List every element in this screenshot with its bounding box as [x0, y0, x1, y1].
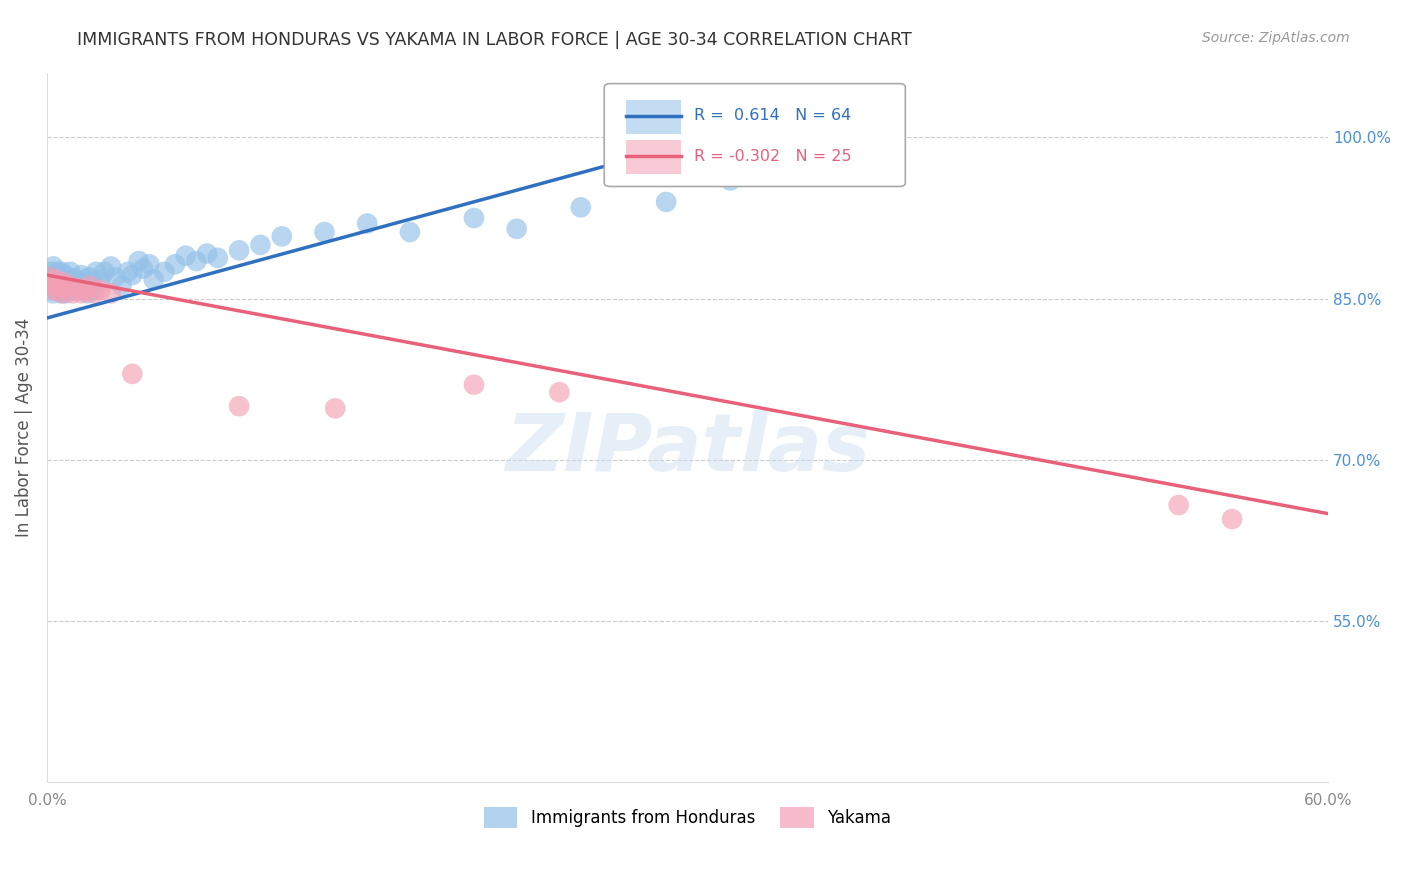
Point: [89, 272, 111, 286]
Point: [58, 278, 80, 293]
Point: [93, 265, 115, 279]
Point: [117, 265, 139, 279]
Point: [46, 278, 69, 293]
Point: [75, 283, 97, 297]
Point: [323, 401, 346, 416]
FancyBboxPatch shape: [605, 84, 905, 186]
Point: [83, 286, 105, 301]
Point: [195, 246, 218, 260]
Bar: [626, 140, 681, 174]
Text: R =  0.614   N = 64: R = 0.614 N = 64: [695, 109, 851, 123]
Point: [63, 272, 86, 286]
Point: [51, 272, 73, 286]
Text: Source: ZipAtlas.com: Source: ZipAtlas.com: [1202, 31, 1350, 45]
Point: [62, 278, 84, 293]
Point: [51, 286, 73, 301]
Point: [1220, 512, 1243, 526]
Point: [58, 283, 80, 297]
Point: [46, 278, 69, 293]
Point: [100, 260, 122, 274]
Point: [121, 367, 143, 381]
Point: [228, 399, 250, 413]
Point: [46, 276, 69, 290]
Point: [46, 265, 69, 279]
Point: [89, 283, 111, 297]
Point: [132, 261, 155, 276]
Point: [42, 260, 65, 274]
Point: [249, 238, 271, 252]
Point: [55, 276, 77, 290]
Point: [228, 244, 250, 258]
Point: [55, 286, 77, 301]
Point: [75, 272, 97, 286]
Point: [44, 283, 66, 297]
Point: [70, 268, 93, 282]
Point: [186, 254, 208, 268]
Point: [44, 268, 66, 282]
Point: [58, 270, 80, 285]
Point: [83, 283, 105, 297]
Point: [104, 270, 127, 285]
Point: [51, 265, 73, 279]
Point: [44, 272, 66, 286]
Point: [38, 270, 60, 285]
Point: [128, 254, 150, 268]
Point: [163, 257, 186, 271]
Point: [76, 286, 98, 301]
Point: [52, 276, 75, 290]
Text: R = -0.302   N = 25: R = -0.302 N = 25: [695, 149, 852, 163]
Point: [52, 268, 75, 282]
Point: [463, 377, 485, 392]
Point: [38, 270, 60, 285]
Point: [270, 229, 292, 244]
Point: [46, 283, 69, 297]
Point: [356, 217, 378, 231]
Point: [44, 278, 66, 293]
Point: [62, 286, 84, 301]
Point: [138, 257, 160, 271]
Point: [42, 272, 65, 286]
Point: [66, 283, 89, 297]
Point: [399, 225, 422, 239]
Bar: [626, 100, 681, 134]
Y-axis label: In Labor Force | Age 30-34: In Labor Force | Age 30-34: [15, 318, 32, 537]
Point: [174, 249, 197, 263]
Text: IMMIGRANTS FROM HONDURAS VS YAKAMA IN LABOR FORCE | AGE 30-34 CORRELATION CHART: IMMIGRANTS FROM HONDURAS VS YAKAMA IN LA…: [77, 31, 912, 49]
Point: [72, 281, 94, 295]
Point: [48, 283, 70, 297]
Point: [655, 194, 678, 209]
Point: [42, 286, 65, 301]
Point: [314, 225, 336, 239]
Point: [100, 286, 122, 301]
Point: [39, 278, 62, 293]
Point: [59, 265, 82, 279]
Point: [80, 278, 103, 293]
Point: [66, 281, 89, 295]
Point: [67, 276, 90, 290]
Point: [48, 270, 70, 285]
Point: [51, 286, 73, 301]
Point: [121, 268, 143, 282]
Point: [70, 286, 93, 301]
Point: [39, 265, 62, 279]
Point: [84, 265, 107, 279]
Text: ZIPatlas: ZIPatlas: [505, 410, 870, 488]
Point: [42, 283, 65, 297]
Point: [48, 278, 70, 293]
Point: [52, 281, 75, 295]
Point: [79, 278, 101, 293]
Point: [505, 222, 527, 236]
Point: [569, 200, 592, 214]
Point: [463, 211, 485, 225]
Point: [142, 272, 165, 286]
Point: [718, 173, 741, 187]
Point: [39, 278, 62, 293]
Point: [79, 270, 101, 285]
Legend: Immigrants from Honduras, Yakama: Immigrants from Honduras, Yakama: [478, 801, 897, 834]
Point: [111, 278, 134, 293]
Point: [1167, 498, 1189, 512]
Point: [548, 385, 571, 400]
Point: [153, 265, 176, 279]
Point: [207, 251, 229, 265]
